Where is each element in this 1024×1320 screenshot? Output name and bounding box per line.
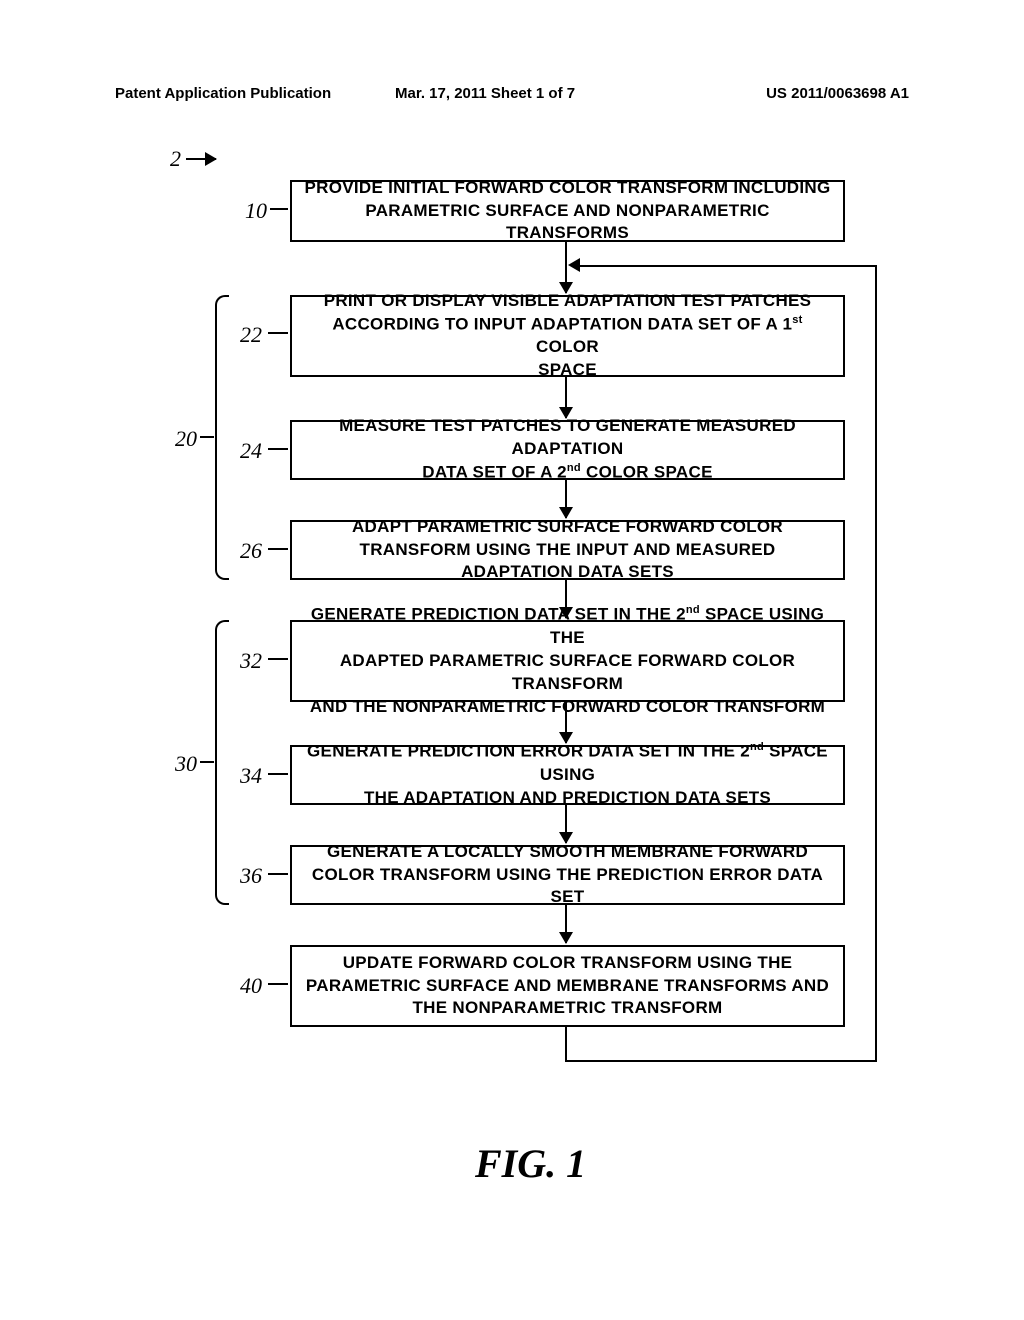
ref-2-arrow [186,158,216,160]
box-26-text: ADAPT PARAMETRIC SURFACE FORWARD COLOR T… [304,516,831,585]
ref-32: 32 [240,648,262,674]
ref-40-tick [268,983,288,985]
box-22-text: PRINT OR DISPLAY VISIBLE ADAPTATION TEST… [304,290,831,382]
ref-26-tick [268,548,288,550]
ref-22-tick [268,332,288,334]
ref-24-tick [268,448,288,450]
box-10: PROVIDE INITIAL FORWARD COLOR TRANSFORM … [290,180,845,242]
ref-24: 24 [240,438,262,464]
ref-2: 2 [170,146,181,172]
ref-34-tick [268,773,288,775]
box-24-text: MEASURE TEST PATCHES TO GENERATE MEASURE… [304,415,831,484]
ref-10-tick [270,208,288,210]
ref-10: 10 [245,198,267,224]
box-32-text: GENERATE PREDICTION DATA SET IN THE 2nd … [304,603,831,718]
box-34-text: GENERATE PREDICTION ERROR DATA SET IN TH… [304,740,831,809]
box-26: ADAPT PARAMETRIC SURFACE FORWARD COLOR T… [290,520,845,580]
ref-36: 36 [240,863,262,889]
header-middle: Mar. 17, 2011 Sheet 1 of 7 [395,85,575,102]
header-left: Patent Application Publication [115,85,331,102]
ref-30-tick [200,761,214,763]
feedback-arrowhead [568,258,580,272]
box-22: PRINT OR DISPLAY VISIBLE ADAPTATION TEST… [290,295,845,377]
ref-30: 30 [175,751,197,777]
box-36: GENERATE A LOCALLY SMOOTH MEMBRANE FORWA… [290,845,845,905]
box-32: GENERATE PREDICTION DATA SET IN THE 2nd … [290,620,845,702]
box-34: GENERATE PREDICTION ERROR DATA SET IN TH… [290,745,845,805]
ref-26: 26 [240,538,262,564]
arrow-34-36 [565,805,567,843]
feedback-down [565,1027,567,1060]
ref-20-tick [200,436,214,438]
box-24: MEASURE TEST PATCHES TO GENERATE MEASURE… [290,420,845,480]
figure-label: FIG. 1 [475,1140,586,1187]
ref-22: 22 [240,322,262,348]
box-36-text: GENERATE A LOCALLY SMOOTH MEMBRANE FORWA… [304,841,831,910]
ref-20: 20 [175,426,197,452]
ref-40: 40 [240,973,262,999]
ref-32-tick [268,658,288,660]
box-40: UPDATE FORWARD COLOR TRANSFORM USING THE… [290,945,845,1027]
feedback-right [875,265,877,1062]
arrow-24-26 [565,480,567,518]
box-40-text: UPDATE FORWARD COLOR TRANSFORM USING THE… [304,952,831,1021]
arrow-10-22 [565,242,567,293]
ref-34: 34 [240,763,262,789]
feedback-top [580,265,877,267]
page-header: Patent Application Publication Mar. 17, … [115,85,909,102]
header-right: US 2011/0063698 A1 [766,85,909,102]
arrow-36-40 [565,905,567,943]
bracket-20 [215,295,229,580]
box-10-text: PROVIDE INITIAL FORWARD COLOR TRANSFORM … [304,177,831,246]
ref-36-tick [268,873,288,875]
feedback-bottom [565,1060,875,1062]
bracket-30 [215,620,229,905]
arrow-32-34 [565,702,567,743]
arrow-22-24 [565,377,567,418]
